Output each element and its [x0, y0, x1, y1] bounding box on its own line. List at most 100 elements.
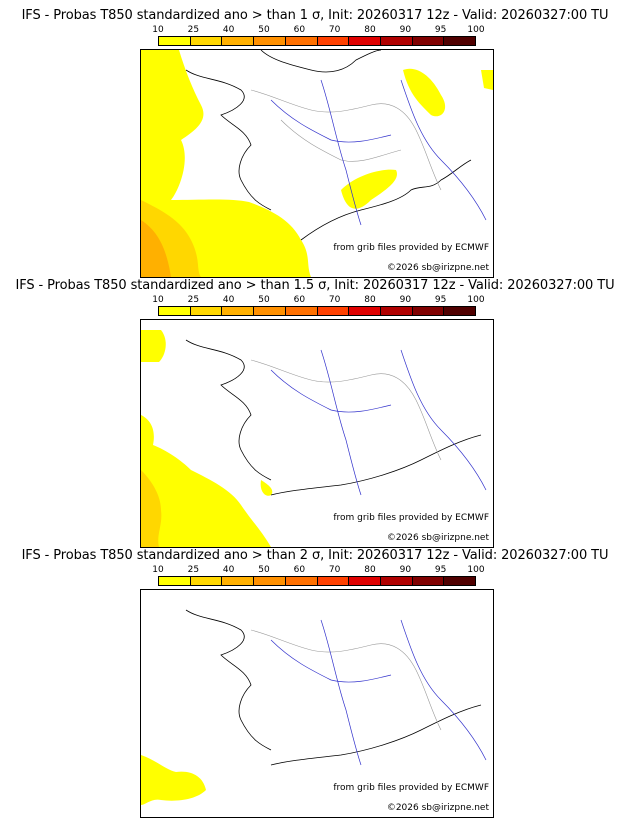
- probability-map: from grib files provided by ECMWF ©2026 …: [140, 589, 494, 818]
- colorscale-cell: [444, 307, 476, 315]
- colorscale-tick-label: 25: [187, 295, 200, 305]
- river-3: [400, 349, 487, 491]
- coastline-north: [260, 50, 382, 73]
- colorscale-tick-label: 50: [258, 295, 270, 305]
- colorscale-cell: [317, 37, 350, 45]
- colorscale-tick-label: 60: [293, 295, 306, 305]
- map-panel-2: IFS - Probas T850 standardized ano > tha…: [0, 278, 630, 548]
- colorscale-tick-label: 90: [399, 565, 412, 575]
- river-2: [320, 619, 362, 766]
- colorscale-tick-label: 90: [399, 295, 412, 305]
- colorscale-bar: [158, 306, 476, 316]
- colorscale-tick-label: 70: [328, 295, 341, 305]
- prob-area-south: [341, 169, 397, 209]
- source-credit: from grib files provided by ECMWF: [333, 783, 489, 793]
- colorscale-cell: [349, 37, 381, 45]
- colorscale-cell: [349, 577, 381, 585]
- prob-area-coast: [260, 480, 273, 496]
- colorscale-cell: [412, 37, 445, 45]
- river-1: [270, 639, 392, 683]
- coastline-west: [185, 69, 272, 211]
- copyright-credit: ©2026 sb@irizpne.net: [386, 803, 489, 813]
- prob-area-northwest: [141, 330, 166, 362]
- colorscale-cell: [317, 577, 350, 585]
- colorscale-cell: [222, 37, 255, 45]
- colorscale-cell: [380, 307, 413, 315]
- colorscale-tick-label: 80: [364, 295, 376, 305]
- colorscale-tick-label: 100: [467, 25, 485, 35]
- probability-map: from grib files provided by ECMWF ©2026 …: [140, 49, 494, 278]
- river-3: [400, 619, 487, 761]
- source-credit: from grib files provided by ECMWF: [333, 513, 489, 523]
- colorscale-cell: [159, 37, 191, 45]
- panel-title: IFS - Probas T850 standardized ano > tha…: [21, 8, 609, 23]
- prob-area-east: [481, 70, 493, 90]
- colorscale-tick-label: 10: [152, 25, 164, 35]
- colorscale-cell: [380, 37, 413, 45]
- border-lines: [250, 89, 442, 191]
- prob-area-southwest: [141, 755, 206, 805]
- colorscale-bar: [158, 36, 476, 46]
- colorscale-tick-label: 70: [328, 565, 341, 575]
- colorscale-tick-label: 80: [364, 565, 376, 575]
- map-graphic: [141, 609, 487, 805]
- colorscale-cell: [412, 307, 445, 315]
- colorscale-tick-label: 40: [222, 25, 235, 35]
- colorscale-cell: [222, 577, 255, 585]
- colorscale-cell: [190, 577, 223, 585]
- source-credit: from grib files provided by ECMWF: [333, 243, 489, 253]
- colorscale-tick-label: 25: [187, 565, 200, 575]
- colorscale-cell: [285, 37, 318, 45]
- colorscale-tick-label: 80: [364, 25, 376, 35]
- colorscale-bar: [158, 576, 476, 586]
- colorscale-tick-label: 50: [258, 25, 270, 35]
- colorscale-tick-label: 100: [467, 295, 485, 305]
- colorscale-tick-label: 25: [187, 25, 200, 35]
- colorscale-tick-label: 60: [293, 25, 306, 35]
- colorscale-tick-label: 100: [467, 565, 485, 575]
- border-lines: [250, 359, 442, 461]
- colorscale-tick-label: 60: [293, 565, 306, 575]
- colorscale-tick-label: 95: [434, 25, 447, 35]
- colorscale-labels: 10 25 40 50 60 70 80 90 95 100: [152, 25, 484, 35]
- colorscale-labels: 10 25 40 50 60 70 80 90 95 100: [152, 295, 484, 305]
- prob-area-40: [141, 220, 171, 277]
- colorscale-cell: [254, 307, 286, 315]
- coastline-west: [185, 609, 272, 751]
- river-1: [270, 99, 392, 143]
- copyright-credit: ©2026 sb@irizpne.net: [386, 263, 489, 273]
- map-panel-3: IFS - Probas T850 standardized ano > tha…: [0, 548, 630, 818]
- river-2: [320, 349, 362, 496]
- colorscale-cell: [285, 577, 318, 585]
- colorscale-cell: [159, 307, 191, 315]
- colorscale-tick-label: 50: [258, 565, 270, 575]
- river-2: [320, 79, 362, 226]
- colorscale-cell: [380, 577, 413, 585]
- border-lines: [250, 629, 442, 731]
- coastline-south: [300, 159, 472, 241]
- colorscale-tick-label: 95: [434, 565, 447, 575]
- prob-area-west: [141, 415, 271, 547]
- colorscale-cell: [190, 307, 223, 315]
- colorscale-cell: [285, 307, 318, 315]
- colorscale-tick-label: 10: [152, 295, 164, 305]
- colorscale-cell: [159, 577, 191, 585]
- map-graphic: [141, 50, 493, 277]
- prob-area-25: [141, 470, 162, 547]
- colorscale-cell: [444, 577, 476, 585]
- panel-title: IFS - Probas T850 standardized ano > tha…: [15, 278, 615, 293]
- map-graphic: [141, 330, 487, 547]
- colorscale-cell: [254, 37, 286, 45]
- copyright-credit: ©2026 sb@irizpne.net: [386, 533, 489, 543]
- prob-area-west: [141, 50, 311, 277]
- colorscale-tick-label: 40: [222, 295, 235, 305]
- coastline-south: [270, 434, 482, 496]
- colorscale-cell: [190, 37, 223, 45]
- coastline-west: [185, 339, 272, 481]
- map-panel-1: IFS - Probas T850 standardized ano > tha…: [0, 8, 630, 278]
- colorscale-cell: [254, 577, 286, 585]
- prob-area-alps: [403, 68, 446, 117]
- colorscale-tick-label: 95: [434, 295, 447, 305]
- colorscale-cell: [222, 307, 255, 315]
- panel-title: IFS - Probas T850 standardized ano > tha…: [21, 548, 609, 563]
